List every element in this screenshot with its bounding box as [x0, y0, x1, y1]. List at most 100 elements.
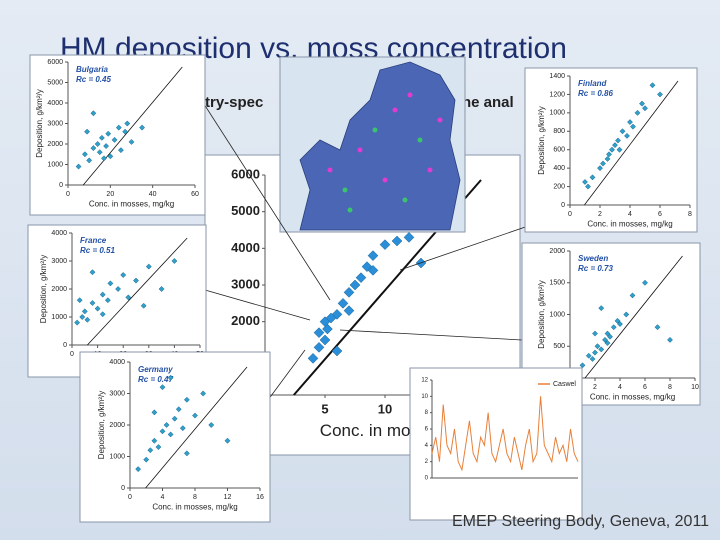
subtitle-fragment: he anal	[462, 94, 514, 111]
y-tick-label: 800	[553, 128, 565, 135]
x-tick-label: 10	[691, 384, 699, 391]
x-tick-label: 6	[643, 384, 647, 391]
data-point	[585, 352, 592, 359]
data-point	[76, 297, 83, 304]
map-site	[372, 127, 378, 133]
map-site	[347, 207, 353, 213]
data-point	[615, 137, 621, 144]
x-axis-label: Conc. in mosses, mg/kg	[587, 220, 672, 229]
chart-frame	[79, 351, 271, 523]
y-tick-label: 2000	[109, 422, 125, 429]
chart-panel: 0 1000 2000 3000 4000 0 4 8 12 16 Conc. in mosses,…	[79, 351, 271, 523]
data-point	[343, 286, 355, 298]
data-point	[101, 155, 107, 162]
data-point	[612, 142, 618, 149]
data-point	[99, 291, 106, 298]
map-site	[402, 197, 408, 203]
data-point	[614, 317, 621, 324]
data-point	[604, 155, 611, 162]
y-tick-label: 4	[425, 443, 429, 449]
data-point	[609, 146, 615, 153]
data-point	[616, 146, 623, 153]
data-point	[104, 297, 111, 304]
data-point	[139, 124, 146, 131]
y-tick-label: 0	[561, 202, 565, 209]
chart-panel: 0 200 400 600 800 1000 1200 1400 0 2 4 6 8 Conc. in m…	[524, 67, 698, 233]
x-tick-label: 4	[628, 211, 632, 218]
data-point	[624, 132, 630, 139]
data-point	[606, 151, 612, 158]
data-point	[639, 100, 645, 107]
connector	[267, 349, 306, 401]
data-point	[94, 141, 101, 147]
x-tick-label: 8	[193, 494, 197, 501]
data-point	[89, 269, 96, 276]
y-tick-label: 1400	[549, 73, 565, 80]
y-tick-label: 0	[121, 485, 125, 492]
data-point	[623, 311, 630, 318]
data-point	[349, 279, 361, 291]
y-tick-label: 4000	[51, 230, 67, 237]
y-tick-label: 1000	[549, 311, 565, 318]
data-point	[654, 324, 661, 331]
chart-frame	[29, 54, 206, 216]
country-label: Finland	[578, 79, 608, 88]
data-point	[367, 250, 379, 262]
data-point	[155, 444, 162, 451]
chart-panel: 0 2 4 6 8 10 12 Caswel	[409, 367, 583, 521]
y-tick-label: 0	[63, 342, 67, 349]
data-point	[143, 456, 150, 463]
x-tick-label: 60	[191, 191, 199, 198]
data-point	[140, 302, 147, 309]
data-point	[642, 279, 648, 286]
legend-label: Caswel	[553, 381, 576, 388]
data-point	[81, 151, 88, 158]
data-point	[630, 123, 636, 130]
map-site	[437, 117, 443, 123]
map-site	[357, 147, 363, 153]
y-axis-label: Deposition, g/km²/y	[39, 255, 48, 323]
data-point	[313, 341, 325, 353]
x-tick-label: 0	[66, 191, 70, 198]
data-point	[355, 272, 367, 284]
y-tick-label: 6	[425, 427, 429, 433]
y-axis-label: Deposition, g/km²/y	[97, 391, 106, 459]
connector	[204, 289, 311, 321]
data-point	[619, 128, 626, 135]
connector	[194, 89, 331, 301]
connector	[339, 329, 523, 341]
data-point	[84, 316, 91, 323]
data-point	[145, 263, 152, 270]
y-tick-label: 2000	[51, 286, 67, 293]
y-tick-label: 600	[553, 147, 565, 154]
x-axis-label: Conc. in mosses, mg/kg	[152, 503, 237, 512]
data-point	[597, 165, 603, 172]
rc-label: Rc = 0.47	[138, 375, 173, 384]
data-point	[307, 352, 319, 364]
data-point	[103, 143, 110, 150]
x-tick-label: 8	[668, 384, 672, 391]
data-point	[128, 138, 135, 145]
x-tick-label: 10	[378, 401, 392, 416]
x-axis-label: Conc. in mosses, mg/kg	[89, 200, 174, 209]
country-label: Germany	[138, 365, 173, 374]
data-point	[592, 330, 598, 337]
y-tick-label: 5000	[47, 79, 63, 86]
data-point	[343, 305, 355, 317]
y-tick-label: 2000	[47, 141, 63, 148]
data-point	[594, 343, 601, 350]
data-point	[379, 239, 391, 251]
trend-line	[584, 80, 679, 206]
y-tick-label: 500	[553, 343, 565, 350]
data-point	[391, 235, 403, 247]
data-point	[151, 437, 158, 444]
x-tick-label: 12	[224, 494, 232, 501]
data-point	[604, 340, 611, 347]
data-point	[75, 163, 82, 170]
map-site	[392, 107, 398, 113]
x-tick-label: 0	[568, 211, 572, 218]
data-point	[90, 145, 97, 152]
data-point	[617, 321, 623, 327]
data-point	[89, 300, 96, 306]
